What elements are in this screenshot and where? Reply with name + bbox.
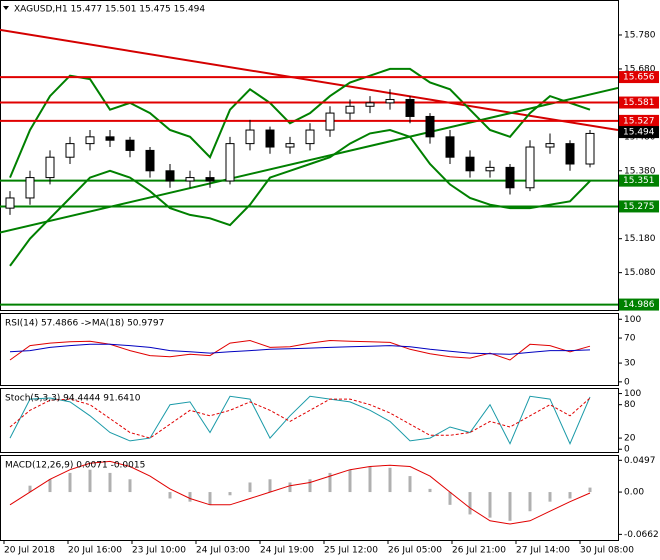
candle-body — [485, 166, 495, 172]
level-label: 15.275 — [623, 202, 655, 212]
candle-body — [305, 129, 315, 145]
chart-title: XAGUSD,H1 15.477 15.501 15.475 15.494 — [14, 5, 205, 15]
candle-body — [65, 143, 75, 158]
candle-body — [425, 115, 435, 138]
trendline — [0, 86, 619, 234]
bollinger-band — [9, 67, 591, 178]
candle-body — [25, 177, 35, 199]
x-tick-label: 25 Jul 12:00 — [324, 546, 378, 556]
x-tick-label: 24 Jul 19:00 — [260, 546, 314, 556]
y-tick-label: 15.180 — [624, 234, 656, 244]
level-label-box — [619, 174, 659, 187]
candle-body — [225, 143, 235, 182]
candle-body — [365, 102, 375, 107]
candle-body — [125, 139, 135, 151]
panel-frame — [0, 388, 619, 453]
indicator-line — [9, 395, 591, 445]
candle-body — [465, 156, 475, 172]
y-tick-label: 15.380 — [624, 166, 656, 176]
candle-body — [385, 98, 395, 104]
candle-body — [165, 170, 175, 182]
trendline — [0, 28, 619, 132]
y-tick-label: 0 — [624, 445, 630, 455]
y-tick-label: 30 — [624, 359, 636, 369]
level-label-box — [619, 298, 659, 311]
x-tick-label: 27 Jul 14:00 — [516, 546, 570, 556]
y-tick-label: 15.080 — [624, 268, 656, 278]
candle-body — [525, 146, 535, 189]
panel-frame — [0, 313, 619, 386]
candle-body — [145, 149, 155, 172]
level-label: 15.351 — [623, 176, 655, 186]
candle-body — [345, 105, 355, 114]
candle-body — [265, 129, 275, 148]
level-label-box — [619, 96, 659, 109]
y-tick-label: 15.780 — [624, 30, 656, 40]
panel-title: MACD(12,26,9) 0.0071 -0.0015 — [5, 461, 145, 471]
x-tick-label: 23 Jul 10:00 — [132, 546, 186, 556]
x-tick-label: 30 Jul 08:00 — [580, 546, 634, 556]
candle-body — [285, 143, 295, 148]
y-tick-label: 0.0497 — [624, 456, 656, 466]
y-tick-label: 15.680 — [624, 64, 656, 74]
y-tick-label: -0.0662 — [624, 530, 659, 540]
level-label: 15.656 — [623, 73, 655, 83]
candle-body — [45, 156, 55, 179]
candle-body — [585, 132, 595, 165]
candle-body — [445, 136, 455, 158]
candle-body — [325, 112, 335, 131]
candle-body — [205, 177, 215, 182]
candle-body — [85, 136, 95, 145]
candle-body — [105, 136, 115, 141]
candle-body — [405, 98, 415, 117]
candle-body — [565, 143, 575, 165]
level-label-box — [619, 200, 659, 213]
candle-body — [505, 166, 515, 189]
panel-title: RSI(14) 57.4866 ->MA(18) 50.9797 — [5, 319, 164, 329]
panel-title: Stoch(5,3,3) 94.4444 91.6410 — [5, 394, 141, 404]
panel-frame — [0, 0, 619, 311]
candle-body — [545, 143, 555, 148]
y-tick-label: 100 — [624, 389, 641, 399]
candle-body — [245, 129, 255, 145]
y-tick-label: 20 — [624, 434, 636, 444]
x-tick-label: 24 Jul 03:00 — [196, 546, 250, 556]
title-marker — [3, 6, 9, 10]
candle-body — [185, 177, 195, 182]
last-price-box — [619, 126, 659, 139]
level-label-box — [619, 71, 659, 84]
y-tick-label: 80 — [624, 400, 636, 410]
y-tick-label: 0 — [624, 377, 630, 387]
y-tick-label: 0.00 — [624, 488, 644, 498]
y-tick-label: 70 — [624, 334, 636, 344]
x-tick-label: 20 Jul 16:00 — [68, 546, 122, 556]
x-tick-label: 26 Jul 05:00 — [388, 546, 442, 556]
panel-frame — [0, 455, 619, 541]
last-price-label: 15.494 — [623, 128, 655, 138]
level-label: 15.581 — [623, 98, 655, 108]
y-tick-label: 100 — [624, 315, 641, 325]
level-label-box — [619, 114, 659, 127]
candle-body — [5, 197, 15, 209]
indicator-line — [9, 397, 591, 439]
x-tick-label: 20 Jul 2018 — [4, 546, 55, 556]
level-label: 14.986 — [623, 300, 655, 310]
level-label: 15.527 — [623, 116, 655, 126]
x-tick-label: 26 Jul 21:00 — [452, 546, 506, 556]
indicator-line — [9, 343, 591, 355]
bollinger-band — [9, 128, 591, 267]
indicator-line — [9, 460, 591, 525]
